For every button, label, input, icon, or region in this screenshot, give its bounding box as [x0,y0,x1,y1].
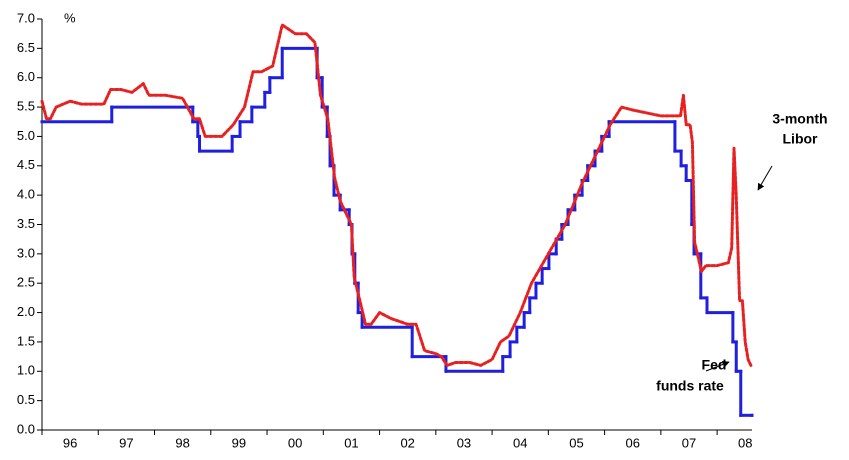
annotation-arrow [757,165,773,191]
y-tick-label: 5.0 [17,128,35,143]
y-tick-label: 5.5 [17,99,35,114]
x-tick-label: 98 [175,435,189,450]
x-tick-label: 01 [344,435,358,450]
y-tick-label: 6.0 [17,69,35,84]
y-tick-label: 2.0 [17,304,35,319]
y-tick-label: 2.5 [17,275,35,290]
x-tick-label: 00 [288,435,302,450]
x-tick-label: 04 [513,435,527,450]
y-tick-label: 1.0 [17,363,35,378]
y-tick-label: 4.0 [17,187,35,202]
annotation: funds rate [656,378,724,394]
x-tick-label: 05 [569,435,583,450]
annotation-arrow [705,361,730,372]
y-tick-label: 4.5 [17,157,35,172]
x-tick-label: 06 [625,435,639,450]
annotation: Fed [702,357,727,373]
y-tick-label: 0.5 [17,392,35,407]
x-tick-label: 07 [682,435,696,450]
x-tick-label: 96 [63,435,77,450]
x-tick-label: 02 [400,435,414,450]
x-tick-label: 08 [738,435,752,450]
y-tick-label: 1.5 [17,333,35,348]
x-tick-label: 99 [232,435,246,450]
x-tick-label: 03 [457,435,471,450]
y-tick-label: 6.5 [17,40,35,55]
y-tick-label: 3.0 [17,245,35,260]
annotation: 3-month [772,111,827,127]
y-tick-label: 0.0 [17,421,35,436]
y-axis-label: % [64,10,76,25]
y-tick-label: 3.5 [17,216,35,231]
annotation: Libor [783,131,819,147]
x-tick-label: 97 [119,435,133,450]
y-tick-label: 7.0 [17,10,35,25]
line-series [40,23,753,367]
